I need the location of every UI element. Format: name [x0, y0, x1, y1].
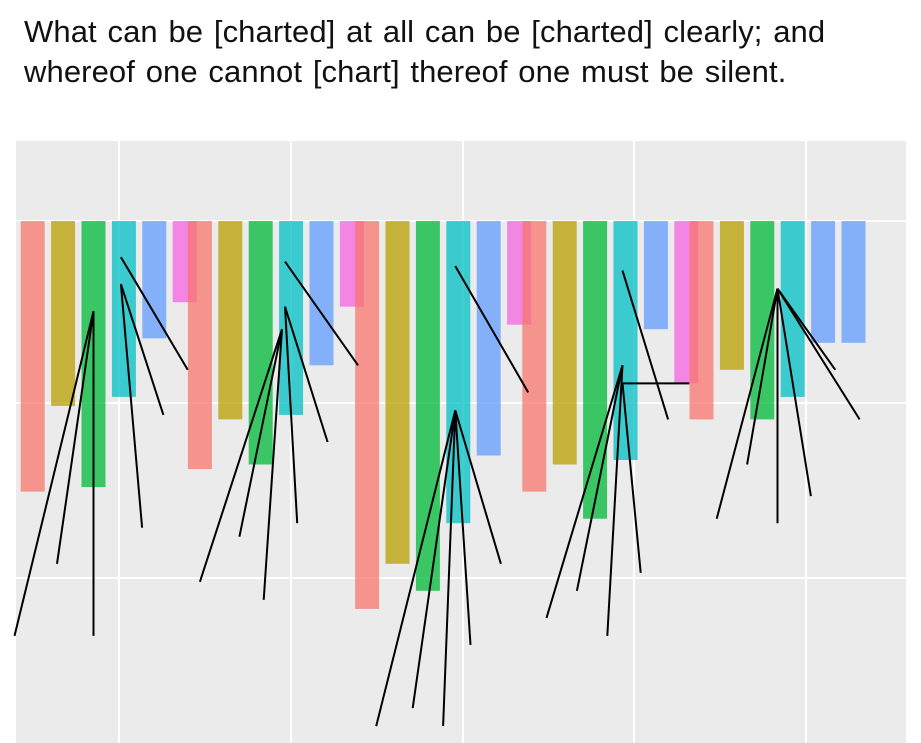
whisker-0-2-0: [13, 310, 95, 637]
whisker-3-3-0: [621, 270, 670, 420]
bar-3-0: [522, 221, 547, 492]
whisker-2-2-0: [375, 410, 457, 727]
whisker-1-3-0: [284, 261, 359, 366]
bar-2-3: [446, 221, 471, 524]
whisker-1-3-1: [284, 306, 329, 443]
whisker-3-2-2: [606, 365, 624, 636]
whisker-0-3-2: [119, 284, 144, 528]
bar-1-4: [309, 221, 334, 366]
bar-1-3: [279, 221, 304, 415]
bar-3-4: [643, 221, 668, 330]
bar-0-4: [142, 221, 167, 339]
whisker-4-3-2: [776, 288, 837, 371]
whisker-3-2-0: [545, 365, 624, 619]
bar-4-4: [811, 221, 836, 343]
bar-4-1: [719, 221, 744, 370]
bar-2-2: [415, 221, 440, 591]
whisker-2-3-1: [454, 410, 472, 645]
whiskers-layer: [13, 256, 861, 727]
whisker-0-3-1: [119, 283, 165, 416]
whisker-2-2-1: [411, 410, 457, 709]
whisker-3-3-2: [621, 383, 642, 573]
whisker-1-2-1: [238, 328, 283, 537]
bar-4-0: [689, 221, 714, 420]
bar-0-0: [20, 221, 45, 492]
whisker-0-2-2: [56, 311, 95, 564]
whisker-4-3-0: [776, 288, 861, 420]
bar-0-1: [51, 221, 76, 406]
whisker-3-2-1: [575, 365, 624, 591]
bar-2-0: [355, 221, 380, 609]
whisker-2-2-2: [442, 410, 457, 727]
whisker-1-2-2: [262, 329, 283, 600]
whisker-4-2-0: [715, 288, 779, 519]
whisker-0-3-0: [120, 256, 189, 371]
bar-1-1: [218, 221, 243, 420]
bar-2-1: [385, 221, 410, 564]
whisker-1-3-2: [284, 306, 299, 524]
bar-3-2: [583, 221, 608, 519]
whisker-4-2-1: [746, 288, 779, 465]
bar-4-2: [750, 221, 775, 420]
bar-1-0: [187, 221, 212, 470]
caption-line-1: What can be [charted] at all can be [cha…: [24, 14, 826, 49]
caption-line-2: whereof one cannot [chart] thereof one m…: [24, 54, 787, 89]
whisker-2-3-2: [454, 410, 502, 565]
whisker-4-3-1: [776, 288, 812, 497]
quote-caption: What can be [charted] at all can be [cha…: [24, 12, 904, 92]
whisker-2-3-0: [454, 265, 530, 393]
bar-4-5: [841, 221, 866, 343]
bar-3-1: [552, 221, 577, 465]
whisker-1-2-0: [198, 328, 283, 583]
bar-1-2: [248, 221, 273, 465]
